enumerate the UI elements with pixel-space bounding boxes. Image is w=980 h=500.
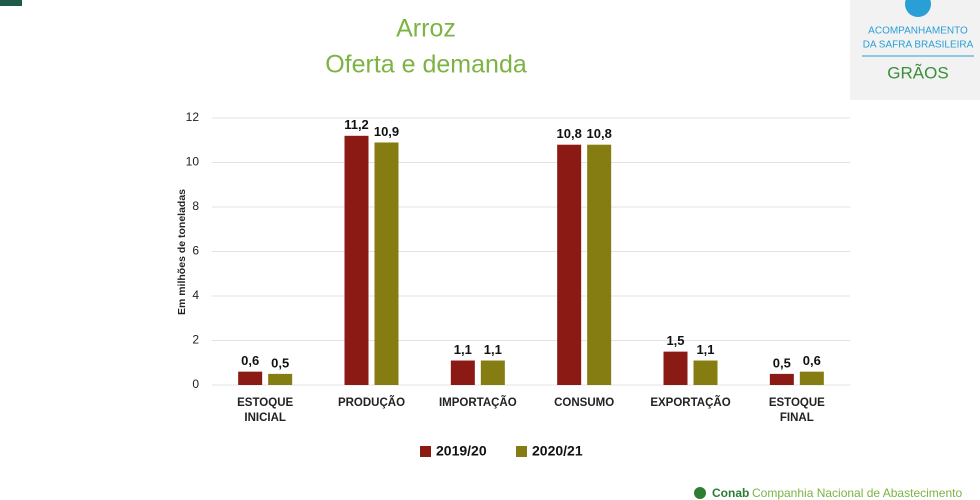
bar <box>587 144 612 385</box>
y-tick-label: 10 <box>186 155 200 169</box>
logo-text: GRÃOS <box>887 63 948 82</box>
footer-brand: Conab <box>712 486 749 500</box>
y-tick-label: 4 <box>192 288 199 302</box>
value-label: 10,9 <box>374 124 399 139</box>
chart-title: Arroz <box>396 15 456 43</box>
value-label: 10,8 <box>587 126 612 141</box>
footer-icon <box>694 487 706 499</box>
logo-icon <box>905 0 931 17</box>
x-tick-label: ESTOQUE FINAL <box>768 397 825 424</box>
y-tick-label: 2 <box>192 333 199 347</box>
value-label: 0,6 <box>241 353 259 368</box>
y-tick-label: 12 <box>186 110 200 124</box>
bar <box>450 360 475 385</box>
value-label: 11,2 <box>344 117 369 132</box>
corner-logo <box>0 0 22 6</box>
value-label: 1,1 <box>484 342 502 357</box>
y-axis-label: Em milhões de toneladas <box>176 189 188 315</box>
bar <box>268 373 293 385</box>
bar <box>663 351 688 385</box>
logo-box <box>850 0 980 100</box>
bar <box>693 360 718 385</box>
bar <box>799 371 824 385</box>
x-tick-label: PRODUÇÃO <box>337 397 406 409</box>
value-label: 0,5 <box>773 355 791 370</box>
bar <box>769 373 794 385</box>
value-label: 10,8 <box>557 126 582 141</box>
legend-swatch <box>516 446 527 457</box>
x-tick-label: CONSUMO <box>554 397 615 409</box>
logo-text: ACOMPANHAMENTO <box>868 26 968 37</box>
legend-label: 2019/20 <box>436 443 487 459</box>
legend-swatch <box>420 446 431 457</box>
bar <box>374 142 399 385</box>
footer-name: Companhia Nacional de Abastecimento <box>752 486 962 500</box>
x-tick-label: EXPORTAÇÃO <box>650 397 731 409</box>
logo-text: DA SAFRA BRASILEIRA <box>863 40 974 51</box>
chart-subtitle: Oferta e demanda <box>325 51 527 79</box>
legend-label: 2020/21 <box>532 443 583 459</box>
value-label: 1,5 <box>666 333 684 348</box>
bar <box>480 360 505 385</box>
y-tick-label: 0 <box>192 377 199 391</box>
value-label: 0,6 <box>803 353 821 368</box>
x-tick-label: IMPORTAÇÃO <box>438 397 517 409</box>
value-label: 1,1 <box>696 342 714 357</box>
bar <box>557 144 582 385</box>
value-label: 0,5 <box>271 355 289 370</box>
x-tick-label: ESTOQUE INICIAL <box>237 397 294 424</box>
bar <box>344 135 369 385</box>
value-label: 1,1 <box>454 342 472 357</box>
y-tick-label: 6 <box>192 244 199 258</box>
bar <box>238 371 263 385</box>
y-tick-label: 8 <box>192 199 199 213</box>
